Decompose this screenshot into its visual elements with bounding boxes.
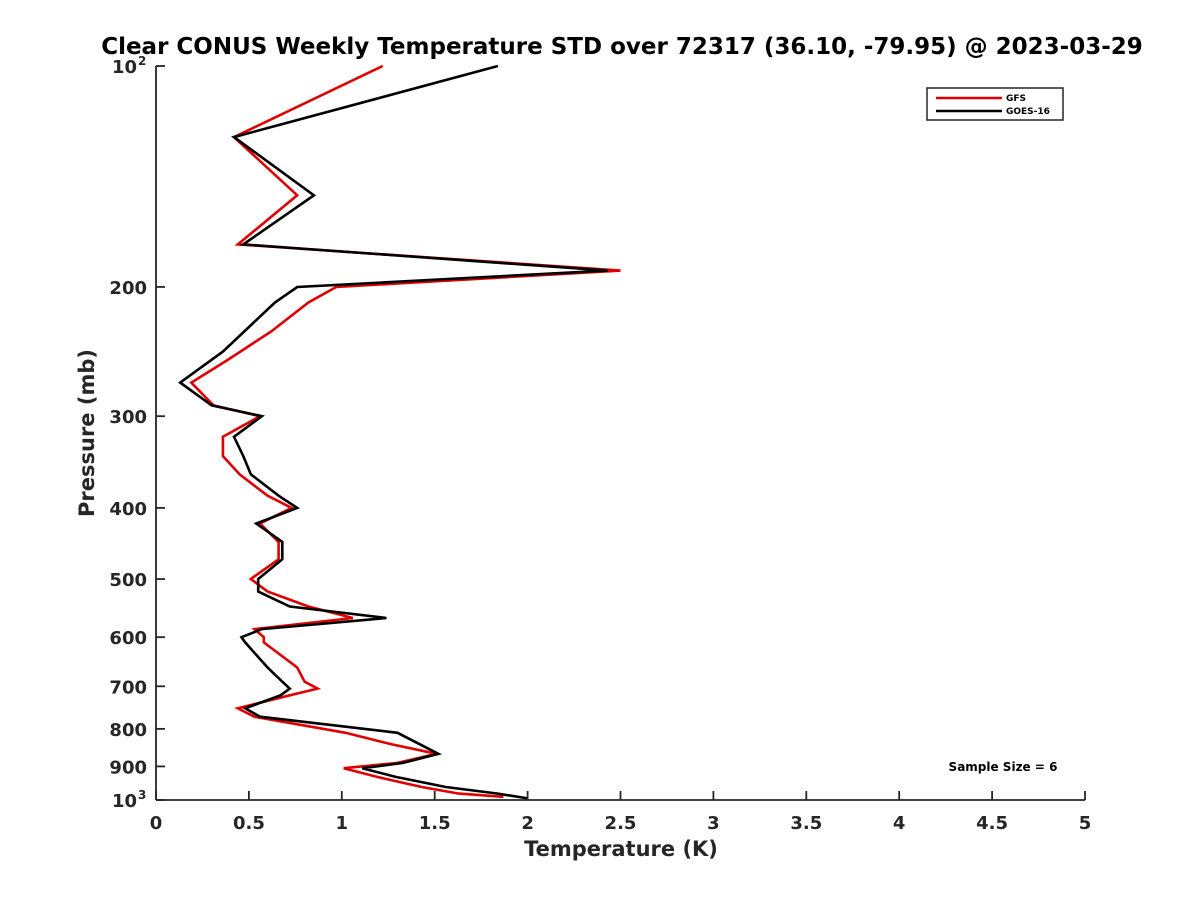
legend: GFS GOES-16 bbox=[926, 87, 1064, 121]
y-tick-label: 600 bbox=[109, 628, 147, 649]
x-tick-label: 4.5 bbox=[976, 813, 1008, 834]
x-tick-label: 1 bbox=[336, 813, 349, 834]
y-tick-exponent: 3 bbox=[138, 788, 146, 802]
x-tick-label: 4 bbox=[893, 813, 906, 834]
legend-label-goes16: GOES-16 bbox=[1006, 107, 1050, 117]
y-tick-label: 700 bbox=[109, 677, 147, 698]
chart-title: Clear CONUS Weekly Temperature STD over … bbox=[101, 34, 1143, 60]
x-tick-label: 3.5 bbox=[790, 813, 822, 834]
x-tick-label: 5 bbox=[1079, 813, 1092, 834]
axes-layer: 0 0.5 1 1.5 2 2.5 3 3.5 4 4.5 510 22003004005006007… bbox=[109, 54, 1091, 834]
y-tick-label: 900 bbox=[109, 757, 147, 778]
x-tick-label: 0.5 bbox=[233, 813, 265, 834]
series-line-goes16 bbox=[177, 64, 608, 800]
series-line-gfs bbox=[189, 64, 621, 799]
x-tick-label: 0 bbox=[150, 813, 163, 834]
x-tick-label: 3 bbox=[707, 813, 720, 834]
legend-box bbox=[926, 87, 1064, 121]
y-axis-label: Pressure (mb) bbox=[75, 349, 99, 517]
series-layer bbox=[177, 64, 621, 800]
x-tick-label: 2.5 bbox=[605, 813, 637, 834]
y-tick-label: 400 bbox=[109, 499, 147, 520]
sample-size-annotation: Sample Size = 6 bbox=[949, 760, 1058, 774]
y-tick-label: 200 bbox=[109, 278, 147, 299]
y-tick-label: 500 bbox=[109, 570, 147, 591]
y-tick-exponent: 2 bbox=[138, 54, 146, 68]
x-axis-label: Temperature (K) bbox=[524, 837, 718, 861]
legend-label-gfs: GFS bbox=[1006, 94, 1026, 104]
y-tick-label: 10 bbox=[112, 57, 137, 78]
y-tick-label: 10 bbox=[112, 791, 137, 812]
x-tick-label: 1.5 bbox=[419, 813, 451, 834]
y-tick-label: 800 bbox=[109, 720, 147, 741]
y-tick-label: 300 bbox=[109, 407, 147, 428]
x-tick-label: 2 bbox=[521, 813, 534, 834]
